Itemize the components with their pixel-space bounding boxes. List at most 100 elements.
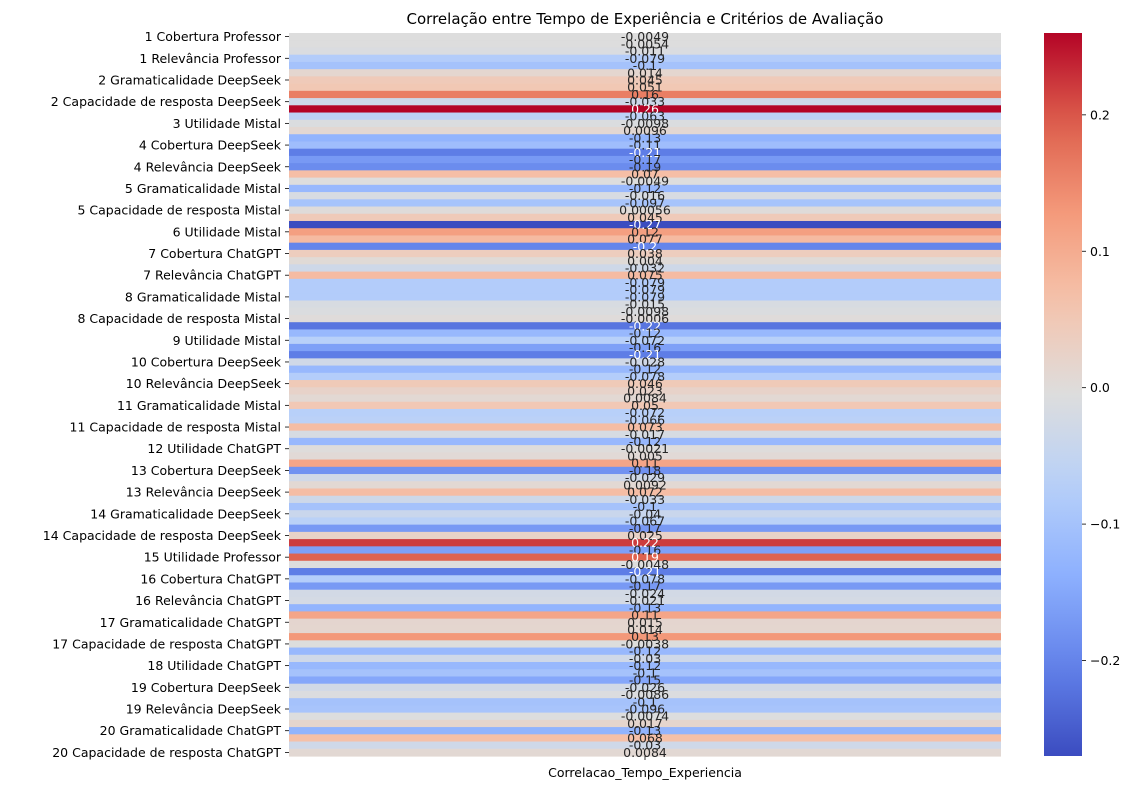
- cell-value-label: 0.025: [627, 528, 663, 543]
- y-tick-label: 17 Gramaticalidade ChatGPT: [100, 615, 282, 630]
- heatmap-cell: [289, 647, 1001, 656]
- cell-value-label: -0.011: [625, 44, 665, 59]
- heatmap-cell: [289, 560, 1001, 569]
- cell-value-label: -0.13: [629, 723, 661, 738]
- heatmap-cell: [289, 596, 1001, 605]
- heatmap-cell: [289, 76, 1001, 85]
- cell-value-label: 0.0092: [623, 477, 667, 492]
- cell-value-label: 0.004: [627, 253, 663, 268]
- cell-value-label: 0.12: [631, 224, 659, 239]
- cell-value-label: -0.072: [625, 333, 665, 348]
- heatmap-cell: [289, 358, 1001, 367]
- y-tick-label: 19 Relevância DeepSeek: [126, 702, 282, 717]
- y-tick-label: 5 Gramaticalidade Mistal: [125, 181, 281, 196]
- y-tick-label: 18 Utilidade ChatGPT: [147, 658, 281, 673]
- heatmap-cell: [289, 199, 1001, 208]
- y-tick-label: 8 Capacidade de resposta Mistal: [77, 311, 281, 326]
- heatmap-cell: [289, 336, 1001, 345]
- cell-value-label: -0.1: [633, 694, 657, 709]
- heatmap-cell: [289, 604, 1001, 612]
- colorbar: −0.2 −0.1 0.0 0.1 0.2: [1044, 33, 1120, 756]
- heatmap-cell: [289, 705, 1001, 714]
- cell-value-label: -0.032: [625, 260, 665, 275]
- colorbar-ticks: −0.2 −0.1 0.0 0.1 0.2: [1082, 107, 1120, 668]
- y-tick-label: 7 Relevância ChatGPT: [143, 268, 281, 283]
- heatmap-cell: [289, 90, 1001, 99]
- cell-value-label: -0.12: [629, 326, 661, 341]
- cell-value-label: -0.026: [625, 680, 665, 695]
- cell-value-label: -0.028: [625, 354, 665, 369]
- cell-value-label: -0.072: [625, 405, 665, 420]
- y-tick-label: 4 Cobertura DeepSeek: [139, 138, 282, 153]
- heatmap-cell: [289, 575, 1001, 584]
- cell-value-label: -0.021: [625, 593, 665, 608]
- y-tick-label: 3 Utilidade Mistal: [173, 116, 281, 131]
- y-tick-label: 20 Gramaticalidade ChatGPT: [100, 723, 282, 738]
- heatmap-cell: [289, 141, 1001, 150]
- cell-value-label: -0.19: [629, 159, 661, 174]
- cell-value-label: -0.0021: [621, 441, 669, 456]
- y-tick-label: 2 Capacidade de resposta DeepSeek: [51, 94, 282, 109]
- heatmap-cell: [289, 322, 1001, 331]
- cell-value-label: 0.26: [631, 101, 659, 116]
- cell-value-label: -0.0098: [621, 116, 669, 131]
- chart-title: Correlação entre Tempo de Experiência e …: [407, 10, 884, 28]
- cell-value-label: 0.014: [627, 622, 663, 637]
- heatmap-cell: [289, 517, 1001, 526]
- heatmap-cell: [289, 625, 1001, 634]
- heatmap-cell: [289, 568, 1001, 576]
- cell-value-label: -0.16: [629, 542, 661, 557]
- cell-value-label: -0.1: [633, 58, 657, 73]
- cell-value-label: 0.073: [627, 420, 663, 435]
- cell-value-label: -0.0049: [621, 174, 669, 189]
- heatmap-cell: [289, 293, 1001, 302]
- heatmap-cell: [289, 228, 1001, 237]
- y-tick-label: 16 Relevância ChatGPT: [135, 593, 281, 608]
- cell-value-label: 0.05: [631, 398, 659, 413]
- heatmap-cell: [289, 163, 1001, 171]
- cell-value-label: 0.0096: [623, 123, 667, 138]
- cell-value-label: 0.045: [627, 72, 663, 87]
- x-axis: Correlacao_Tempo_Experiencia: [548, 756, 742, 780]
- y-tick-label: 15 Utilidade Professor: [144, 550, 282, 565]
- y-tick-label: 14 Gramaticalidade DeepSeek: [90, 506, 282, 521]
- cell-value-label: 0.16: [631, 87, 659, 102]
- cell-value-label: -0.12: [629, 658, 661, 673]
- heatmap-cell: [289, 54, 1001, 63]
- cell-value-label: 0.075: [627, 268, 663, 283]
- heatmap-cell: [289, 408, 1001, 417]
- heatmap-cell: [289, 466, 1001, 475]
- heatmap-cell: [289, 314, 1001, 323]
- heatmap-cell: [289, 257, 1001, 265]
- heatmap-cell: [289, 307, 1001, 316]
- cell-value-label: -0.15: [629, 673, 661, 688]
- y-tick-label: 19 Cobertura DeepSeek: [131, 680, 282, 695]
- cell-value-label: 0.11: [631, 608, 659, 623]
- heatmap-cell: [289, 510, 1001, 519]
- heatmap-cell: [289, 524, 1001, 533]
- y-tick-label: 11 Gramaticalidade Mistal: [117, 398, 281, 413]
- heatmap-cell: [289, 734, 1001, 743]
- cell-value-label: -0.024: [625, 586, 665, 601]
- heatmap-cell: [289, 329, 1001, 338]
- cell-value-label: -0.016: [625, 188, 665, 203]
- heatmap-cell: [289, 213, 1001, 222]
- y-tick-label: 8 Gramaticalidade Mistal: [125, 289, 281, 304]
- cell-value-label: -0.078: [625, 369, 665, 384]
- heatmap-cell: [289, 488, 1001, 497]
- heatmap-cell: [289, 452, 1001, 461]
- cell-value-label: -0.18: [629, 463, 661, 478]
- y-tick-label: 10 Cobertura DeepSeek: [131, 354, 282, 369]
- heatmap-cell: [289, 654, 1001, 663]
- heatmap-cell: [289, 394, 1001, 403]
- cell-value-label: 0.068: [627, 730, 663, 745]
- heatmap-cell: [289, 633, 1001, 641]
- heatmap-cell: [289, 727, 1001, 735]
- cell-value-label: -0.0049: [621, 29, 669, 44]
- cell-value-label: -0.0038: [621, 636, 669, 651]
- heatmap-cell: [289, 401, 1001, 410]
- cell-value-label: -0.063: [625, 109, 665, 124]
- heatmap-cell: [289, 33, 1001, 41]
- heatmap-cell: [289, 242, 1001, 251]
- heatmap-cell: [289, 40, 1001, 49]
